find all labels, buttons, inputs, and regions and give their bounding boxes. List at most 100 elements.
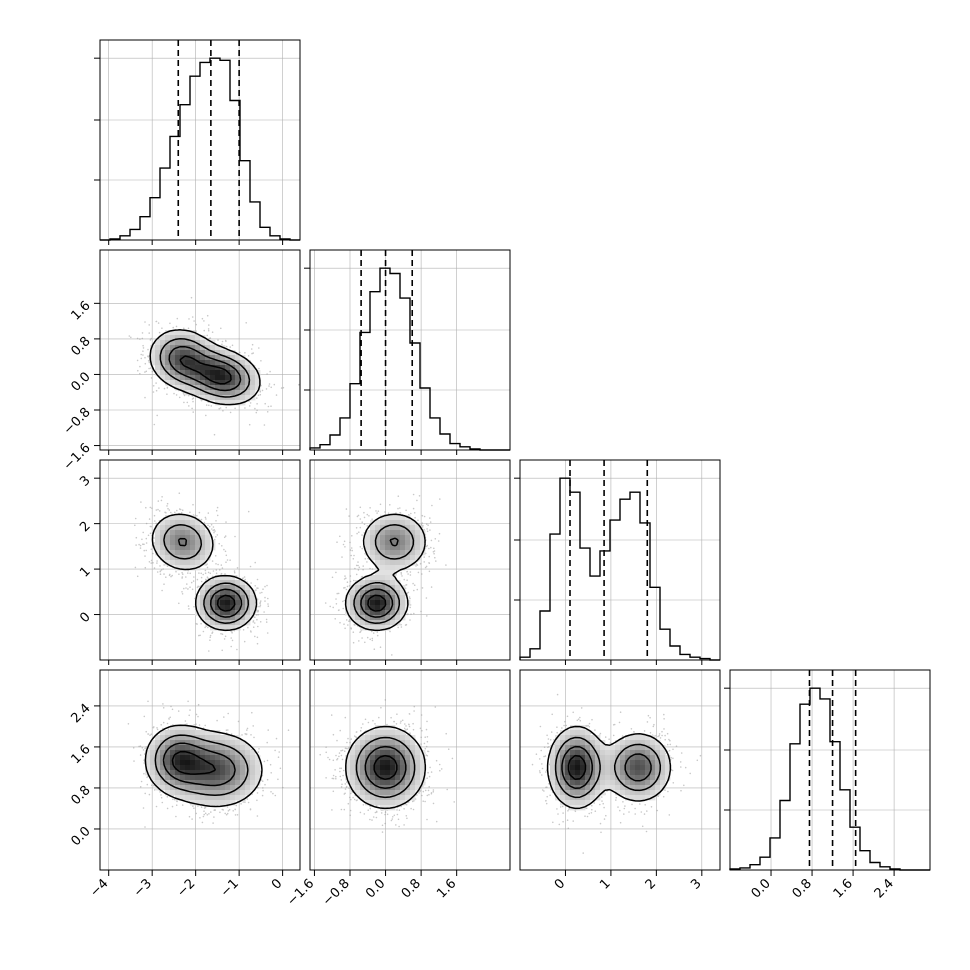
- density-cell: [415, 770, 421, 776]
- density-cell: [575, 790, 581, 796]
- density-cell: [170, 355, 176, 361]
- density-cell: [370, 590, 376, 596]
- density-cell: [220, 735, 226, 741]
- density-cell: [180, 790, 186, 796]
- density-cell: [230, 770, 236, 776]
- y-tick-label: 0.0: [68, 369, 93, 394]
- density-cell: [165, 350, 171, 356]
- density-cell: [405, 755, 411, 761]
- density-cell: [185, 375, 191, 381]
- density-cell: [205, 775, 211, 781]
- density-cell: [595, 790, 601, 796]
- density-cell: [605, 745, 611, 751]
- density-cell: [580, 765, 586, 771]
- density-cell: [655, 740, 661, 746]
- density-cell: [400, 795, 406, 801]
- density-cell: [250, 785, 256, 791]
- density-cell: [190, 755, 196, 761]
- density-cell: [235, 595, 241, 601]
- x-tick-label: 0.0: [749, 876, 774, 901]
- density-cell: [235, 760, 241, 766]
- density-cell: [375, 610, 381, 616]
- density-cell: [210, 745, 216, 751]
- density-cell: [350, 750, 356, 756]
- density-cell: [390, 590, 396, 596]
- density-cell: [400, 765, 406, 771]
- density-cell: [580, 775, 586, 781]
- density-cell: [355, 615, 361, 621]
- density-cell: [350, 745, 356, 751]
- density-cell: [230, 355, 236, 361]
- density-cell: [630, 750, 636, 756]
- density-cell: [205, 580, 211, 586]
- density-cell: [560, 790, 566, 796]
- density-cell: [385, 775, 391, 781]
- density-cell: [225, 385, 231, 391]
- density-cell: [250, 750, 256, 756]
- density-cell: [365, 745, 371, 751]
- density-cell: [390, 575, 396, 581]
- density-cell: [240, 385, 246, 391]
- density-cell: [575, 740, 581, 746]
- density-cell: [385, 750, 391, 756]
- contour-level-1: [355, 736, 416, 799]
- density-cell: [215, 390, 221, 396]
- density-cell: [175, 775, 181, 781]
- density-cell: [355, 620, 361, 626]
- density-cell: [195, 755, 201, 761]
- density-cell: [240, 585, 246, 591]
- density-cell: [620, 740, 626, 746]
- density-cell: [385, 545, 391, 551]
- pair-panel-2-1: [309, 459, 511, 661]
- density-cell: [600, 770, 606, 776]
- density-cell: [175, 780, 181, 786]
- density-cell: [160, 555, 166, 561]
- density-cell: [205, 555, 211, 561]
- density-cell: [630, 790, 636, 796]
- density-cell: [200, 375, 206, 381]
- density-cell: [160, 540, 166, 546]
- density-cell: [220, 740, 226, 746]
- density-cell: [205, 585, 211, 591]
- density-cell: [160, 535, 166, 541]
- density-cell: [405, 770, 411, 776]
- density-cell: [365, 615, 371, 621]
- x-tick-label: 2: [643, 876, 659, 892]
- density-cell: [640, 775, 646, 781]
- density-cell: [240, 615, 246, 621]
- density-cell: [165, 545, 171, 551]
- density-cell: [420, 760, 426, 766]
- density-cell: [625, 790, 631, 796]
- density-cell: [170, 530, 176, 536]
- density-cell: [420, 755, 426, 761]
- density-cell: [215, 385, 221, 391]
- density-cell: [555, 765, 561, 771]
- density-cell: [405, 780, 411, 786]
- density-cell: [355, 750, 361, 756]
- density-cell: [360, 765, 366, 771]
- density-cell: [570, 790, 576, 796]
- density-cell: [235, 745, 241, 751]
- density-cell: [390, 790, 396, 796]
- density-cell: [380, 585, 386, 591]
- density-cell: [630, 765, 636, 771]
- density-cell: [175, 725, 181, 731]
- density-cell: [585, 800, 591, 806]
- density-cell: [380, 560, 386, 566]
- density-cell: [240, 370, 246, 376]
- density-cell: [390, 550, 396, 556]
- density-cell: [620, 750, 626, 756]
- density-cell: [420, 770, 426, 776]
- density-cell: [245, 375, 251, 381]
- density-cell: [155, 350, 161, 356]
- density-cell: [230, 380, 236, 386]
- density-cell: [660, 780, 666, 786]
- density-cell: [390, 545, 396, 551]
- density-cell: [250, 595, 256, 601]
- density-cell: [385, 725, 391, 731]
- density-cell: [205, 350, 211, 356]
- density-cell: [370, 740, 376, 746]
- density-cell: [205, 345, 211, 351]
- density-cell: [605, 785, 611, 791]
- density-cell: [170, 560, 176, 566]
